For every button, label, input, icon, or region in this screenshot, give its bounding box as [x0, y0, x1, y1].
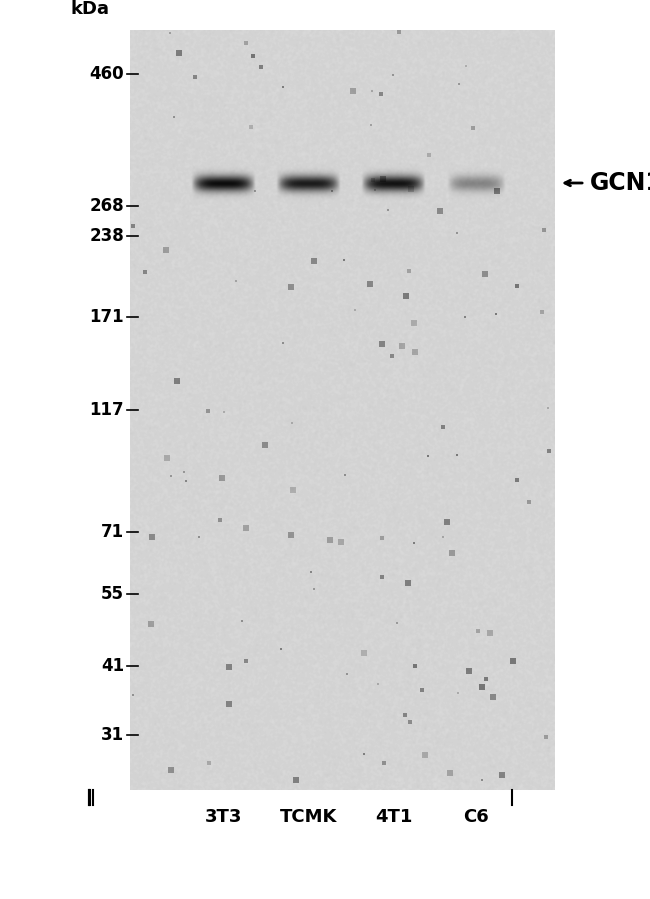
Text: 31: 31	[101, 726, 124, 744]
Text: 3T3: 3T3	[205, 808, 242, 826]
Text: TCMK: TCMK	[280, 808, 337, 826]
Text: 117: 117	[90, 401, 124, 419]
Text: 460: 460	[90, 65, 124, 83]
Text: 171: 171	[90, 308, 124, 326]
Text: 41: 41	[101, 657, 124, 675]
Text: C6: C6	[463, 808, 489, 826]
Text: 238: 238	[89, 227, 124, 245]
Text: 268: 268	[90, 197, 124, 215]
Text: 55: 55	[101, 585, 124, 603]
Text: 4T1: 4T1	[375, 808, 412, 826]
Text: kDa: kDa	[71, 0, 110, 18]
Text: 71: 71	[101, 523, 124, 541]
Text: GCN1L1: GCN1L1	[590, 171, 650, 195]
